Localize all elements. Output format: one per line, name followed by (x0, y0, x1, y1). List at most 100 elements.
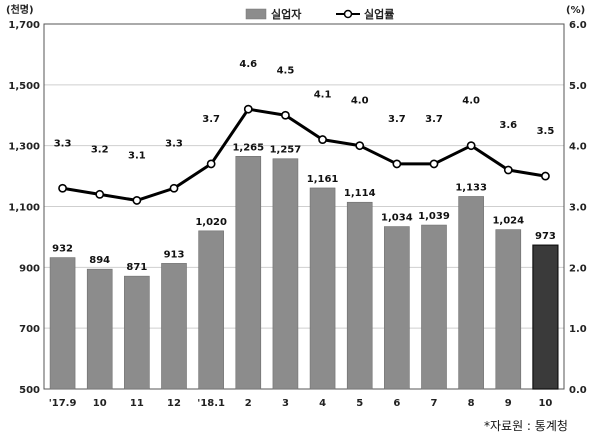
line-value-label: 3.2 (91, 144, 109, 155)
line-point (541, 171, 550, 181)
bar (161, 263, 187, 390)
line-point (466, 141, 476, 151)
line-point (281, 110, 290, 120)
left-tick-label: 500 (19, 385, 40, 396)
line-point (392, 159, 402, 169)
line-value-label: 3.3 (54, 138, 72, 149)
line-point (318, 135, 327, 144)
plot-frame (43, 23, 565, 390)
left-tick-label: 1,100 (8, 203, 40, 214)
legend-line-label: 실업률 (364, 7, 394, 21)
right-tick-label: 6.0 (569, 20, 587, 31)
x-tick-label: 7 (431, 398, 438, 409)
legend-line-marker (343, 9, 353, 19)
x-tick-label: 9 (505, 398, 512, 409)
x-tick-label: 11 (130, 398, 144, 409)
bar-value-label: 1,039 (418, 211, 450, 222)
bar-labels: 932 894 871 913 1,020 1,265 1,257 1,161 1,114 1,0… (52, 142, 556, 273)
x-tick-label: '17.9 (49, 398, 77, 409)
left-tick-label: 1,300 (8, 142, 40, 153)
bar-value-label: 1,024 (492, 216, 524, 227)
legend-bar-swatch (245, 8, 267, 20)
line-value-label: 3.6 (499, 120, 517, 131)
line-point (206, 159, 216, 169)
x-tick-label: 8 (468, 398, 475, 409)
line-value-label: 3.1 (128, 150, 146, 161)
bar (458, 196, 484, 390)
bar (346, 201, 373, 390)
bar-value-label: 1,265 (232, 142, 264, 153)
line-point (243, 104, 253, 114)
right-tick-label: 4.0 (569, 142, 587, 153)
line-point (503, 165, 513, 175)
right-axis-unit: (%) (566, 5, 585, 16)
line-value-label: 3.7 (425, 114, 443, 125)
bar-value-label: 1,020 (195, 217, 227, 228)
bar (421, 224, 447, 390)
right-tick-label: 0.0 (569, 385, 587, 396)
legend: 실업자 실업률 (245, 7, 394, 21)
x-tick-label: 10 (538, 398, 552, 409)
line-point (169, 183, 179, 193)
right-tick-label: 2.0 (569, 263, 587, 274)
line-value-label: 3.7 (202, 114, 220, 125)
bar-value-label: 913 (164, 249, 185, 260)
line-labels: 3.3 3.2 3.1 3.3 3.7 4.6 4.5 4.1 4.0 3.7 3.7 4.0 3.6 3… (54, 59, 555, 161)
x-tick-label: 10 (93, 398, 107, 409)
line-value-label: 3.5 (537, 126, 555, 137)
bar (235, 156, 262, 390)
bar (86, 268, 113, 390)
bar-value-label: 973 (535, 231, 556, 242)
left-tick-label: 900 (19, 263, 40, 274)
bar-value-label: 1,114 (344, 188, 376, 199)
line-point (95, 189, 105, 199)
line-value-label: 4.6 (239, 59, 257, 70)
right-tick-label: 5.0 (569, 81, 587, 92)
bar (124, 275, 150, 390)
bar (49, 257, 76, 390)
bar-value-label: 1,034 (381, 213, 413, 224)
x-tick-label: 4 (319, 398, 326, 409)
bars (49, 156, 559, 390)
grid (44, 84, 564, 329)
series-line (62, 107, 546, 202)
bar (272, 158, 299, 390)
line-layer (58, 104, 550, 205)
line-point (132, 196, 142, 205)
legend-bar-label: 실업자 (271, 7, 302, 21)
bar (309, 187, 336, 390)
left-tick-label: 700 (19, 324, 40, 335)
line-value-label: 4.0 (351, 96, 369, 107)
line-point (355, 141, 365, 151)
x-tick-label: 12 (167, 398, 181, 409)
x-tick-label: 5 (356, 398, 363, 409)
left-ticks: 500 700 900 1,100 1,300 1,500 1,700 (8, 20, 40, 396)
x-tick-label: 3 (282, 398, 289, 409)
left-tick-label: 1,500 (8, 81, 40, 92)
right-tick-label: 3.0 (569, 203, 587, 214)
bar-value-label: 1,161 (307, 174, 339, 185)
bar (532, 244, 559, 390)
line-point (429, 159, 439, 169)
line-value-label: 3.7 (388, 114, 406, 125)
source-note: *자료원 : 통계청 (484, 419, 568, 433)
line-value-label: 4.5 (277, 65, 295, 76)
bar (198, 230, 224, 390)
x-ticks: '17.9 10 11 12 '18.1 2 3 4 5 6 7 8 9 10 (49, 398, 553, 409)
bar-value-label: 894 (89, 255, 110, 266)
line-value-label: 3.3 (165, 138, 183, 149)
x-tick-label: 6 (393, 398, 400, 409)
bar-value-label: 1,133 (455, 182, 487, 193)
bar-value-label: 871 (126, 262, 147, 273)
line-value-label: 4.1 (314, 90, 332, 101)
bar-value-label: 1,257 (270, 145, 302, 156)
bar (495, 229, 522, 390)
line-value-label: 4.0 (462, 96, 480, 107)
bar (384, 226, 410, 390)
left-tick-label: 1,700 (8, 20, 40, 31)
line-point (58, 183, 67, 193)
right-ticks: 0.0 1.0 2.0 3.0 4.0 5.0 6.0 (569, 20, 587, 396)
x-tick-label: '18.1 (197, 398, 225, 409)
right-tick-label: 1.0 (569, 324, 587, 335)
